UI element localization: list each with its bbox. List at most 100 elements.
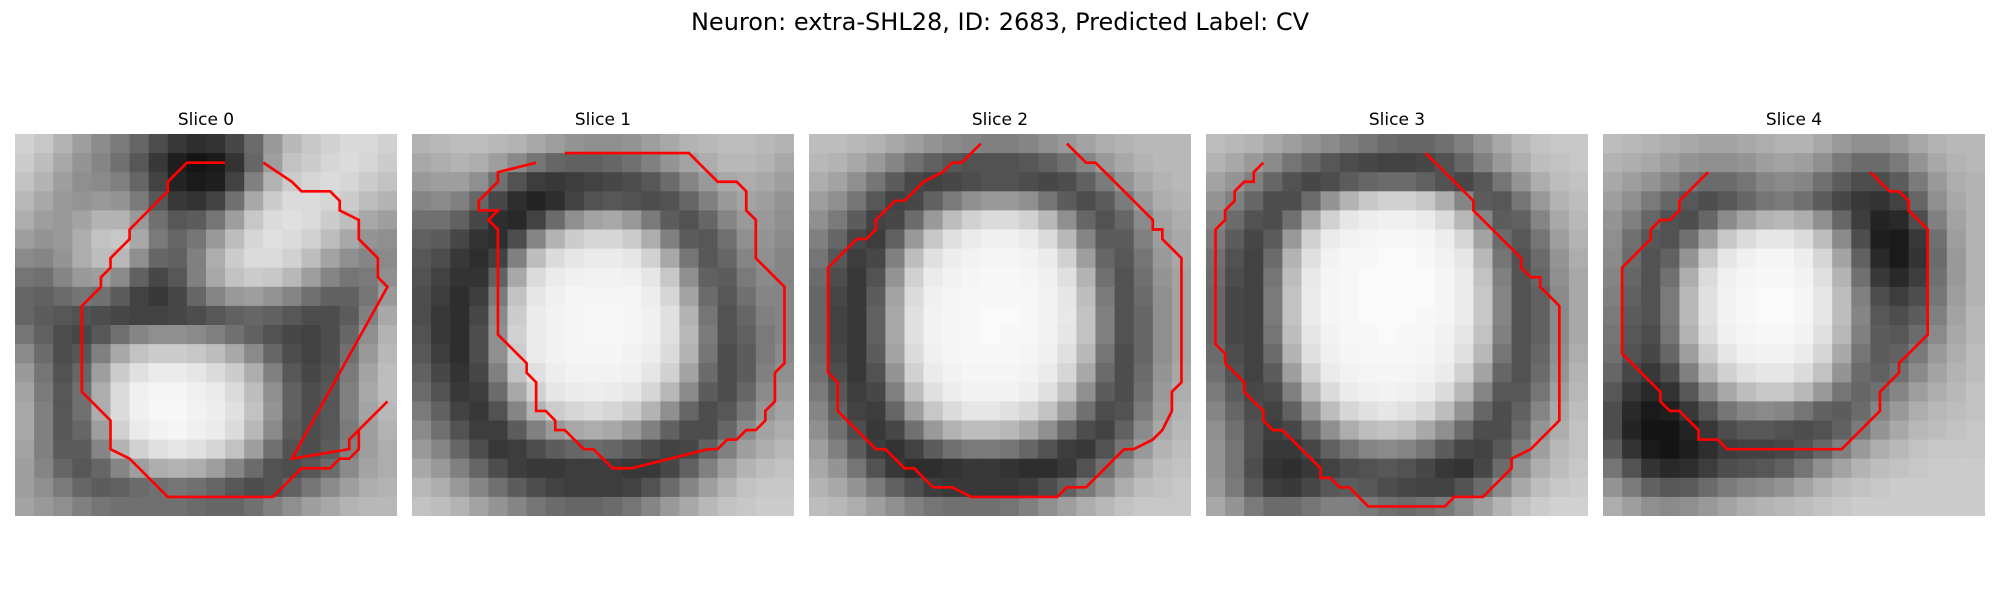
pixel (1660, 458, 1680, 479)
pixel (1641, 172, 1661, 192)
pixel (1473, 382, 1493, 402)
pixel (1320, 134, 1341, 154)
pixel (1076, 305, 1096, 326)
pixel (167, 439, 188, 460)
pixel (1492, 344, 1512, 364)
pixel (1946, 134, 1967, 154)
pixel (1076, 401, 1096, 421)
pixel (91, 382, 111, 402)
pixel (1416, 458, 1436, 479)
pixel (583, 363, 604, 383)
pixel (1244, 248, 1264, 269)
pixel (980, 439, 1001, 460)
pixel (904, 267, 924, 288)
pixel (263, 305, 283, 326)
pixel (1832, 153, 1852, 173)
pixel (679, 382, 699, 402)
pixel (698, 248, 718, 269)
pixel (339, 191, 360, 211)
pixel (904, 248, 924, 269)
pixel (1454, 210, 1474, 230)
pixel (736, 229, 757, 249)
pixel (1301, 344, 1321, 364)
pixel (1889, 153, 1909, 173)
pixel (507, 363, 527, 383)
pixel (755, 458, 776, 479)
pixel (1698, 305, 1718, 326)
pixel (1000, 363, 1020, 383)
pixel (412, 420, 432, 440)
pixel (641, 229, 661, 249)
pixel (320, 305, 341, 326)
pixel (1416, 477, 1436, 498)
pixel (1492, 134, 1512, 154)
pixel (1038, 267, 1058, 288)
pixel (53, 229, 73, 249)
pixel (1549, 153, 1570, 173)
pixel (1320, 325, 1341, 345)
pixel (545, 286, 566, 307)
pixel (660, 401, 680, 421)
pixel (1114, 172, 1135, 192)
pixel (377, 172, 397, 192)
pixel (1832, 363, 1852, 383)
pixel (91, 325, 111, 345)
pixel (1530, 382, 1551, 402)
pixel (622, 382, 642, 402)
pixel (1244, 458, 1264, 479)
pixel (91, 305, 111, 326)
pixel (1320, 382, 1341, 402)
pixel (1622, 172, 1642, 192)
pixel (148, 439, 169, 460)
pixel (1057, 420, 1077, 440)
pixel (583, 477, 604, 498)
pixel (469, 477, 489, 498)
pixel (1206, 401, 1226, 421)
pixel (866, 382, 886, 402)
pixel (469, 458, 489, 479)
pixel (526, 229, 547, 249)
pixel (961, 344, 982, 364)
pixel (1813, 363, 1833, 383)
pixel (1622, 344, 1642, 364)
pixel (1282, 229, 1302, 249)
pixel (186, 496, 207, 516)
pixel (507, 420, 527, 440)
pixel (225, 363, 245, 383)
pixel (564, 153, 585, 173)
pixel (263, 496, 283, 516)
pixel (1717, 477, 1738, 498)
pixel (377, 134, 397, 154)
pixel (1454, 153, 1474, 173)
pixel (1492, 401, 1512, 421)
pixel (1416, 191, 1436, 211)
pixel (431, 344, 451, 364)
pixel (1282, 267, 1302, 288)
pixel (1946, 458, 1967, 479)
pixel (91, 210, 111, 230)
pixel (641, 439, 661, 460)
pixel (828, 153, 848, 173)
pixel (1492, 420, 1512, 440)
pixel (110, 286, 130, 307)
pixel (961, 496, 982, 516)
pixel (1813, 153, 1833, 173)
pixel (1320, 286, 1341, 307)
pixel (91, 153, 111, 173)
pixel (1736, 286, 1757, 307)
pixel (660, 305, 680, 326)
pixel (1152, 401, 1173, 421)
pixel (469, 325, 489, 345)
pixel (301, 325, 321, 345)
pixel (91, 191, 111, 211)
pixel (53, 401, 73, 421)
pixel (1397, 420, 1417, 440)
pixel (1114, 401, 1135, 421)
pixel (1339, 229, 1360, 249)
pixel (431, 477, 451, 498)
pixel (1813, 305, 1833, 326)
pixel (206, 401, 226, 421)
pixel (1568, 458, 1588, 479)
pixel (1965, 267, 1985, 288)
pixel (167, 363, 188, 383)
